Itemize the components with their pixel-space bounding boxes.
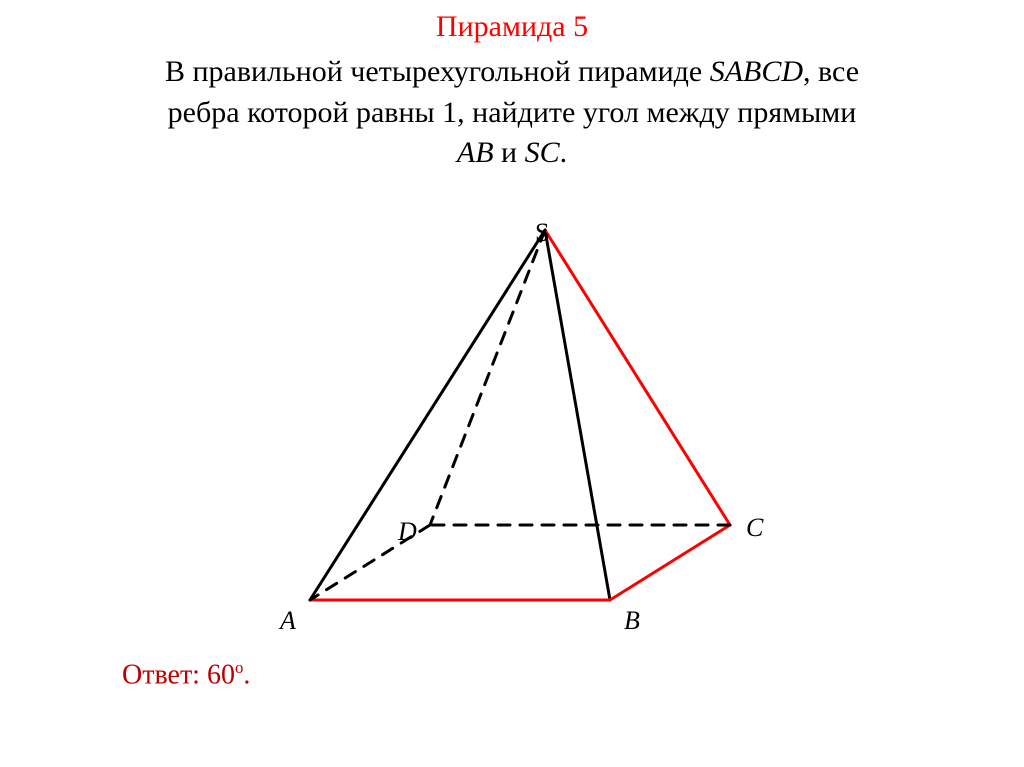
problem-line-3: AB и SC. [0, 133, 1024, 174]
title-text: Пирамида 5 [436, 10, 588, 43]
problem-statement: В правильной четырехугольной пирамиде SA… [0, 52, 1024, 174]
edge-BC [610, 525, 730, 600]
problem-text: и [494, 136, 525, 169]
answer-prefix: Ответ: [122, 659, 207, 690]
edge-SC [545, 230, 730, 525]
problem-math: SC [525, 136, 560, 169]
problem-line-1: В правильной четырехугольной пирамиде SA… [0, 52, 1024, 93]
page-canvas: Пирамида 5 В правильной четырехугольной … [0, 0, 1024, 767]
vertex-label-B: B [624, 606, 640, 636]
answer-suffix: . [243, 659, 250, 690]
answer-line: Ответ: 60o. [122, 658, 250, 691]
vertex-label-C: C [746, 513, 763, 543]
vertex-label-A: A [280, 606, 296, 636]
problem-math: SABCD [710, 55, 803, 88]
problem-text: В правильной четырехугольной пирамиде [165, 55, 710, 88]
problem-line-2: ребра которой равны 1, найдите угол межд… [0, 93, 1024, 134]
answer-value: 60 [207, 659, 235, 690]
problem-text: ребра которой равны 1, найдите угол межд… [168, 96, 857, 129]
vertex-label-S: S [535, 218, 549, 248]
edge-SD [430, 230, 545, 525]
edge-SB [545, 230, 610, 600]
page-title: Пирамида 5 [0, 10, 1024, 44]
problem-math: AB [457, 136, 494, 169]
pyramid-diagram [255, 195, 815, 635]
problem-text: . [560, 136, 568, 169]
problem-text: , все [803, 55, 859, 88]
vertex-label-D: D [398, 517, 417, 547]
edge-SA [310, 230, 545, 600]
